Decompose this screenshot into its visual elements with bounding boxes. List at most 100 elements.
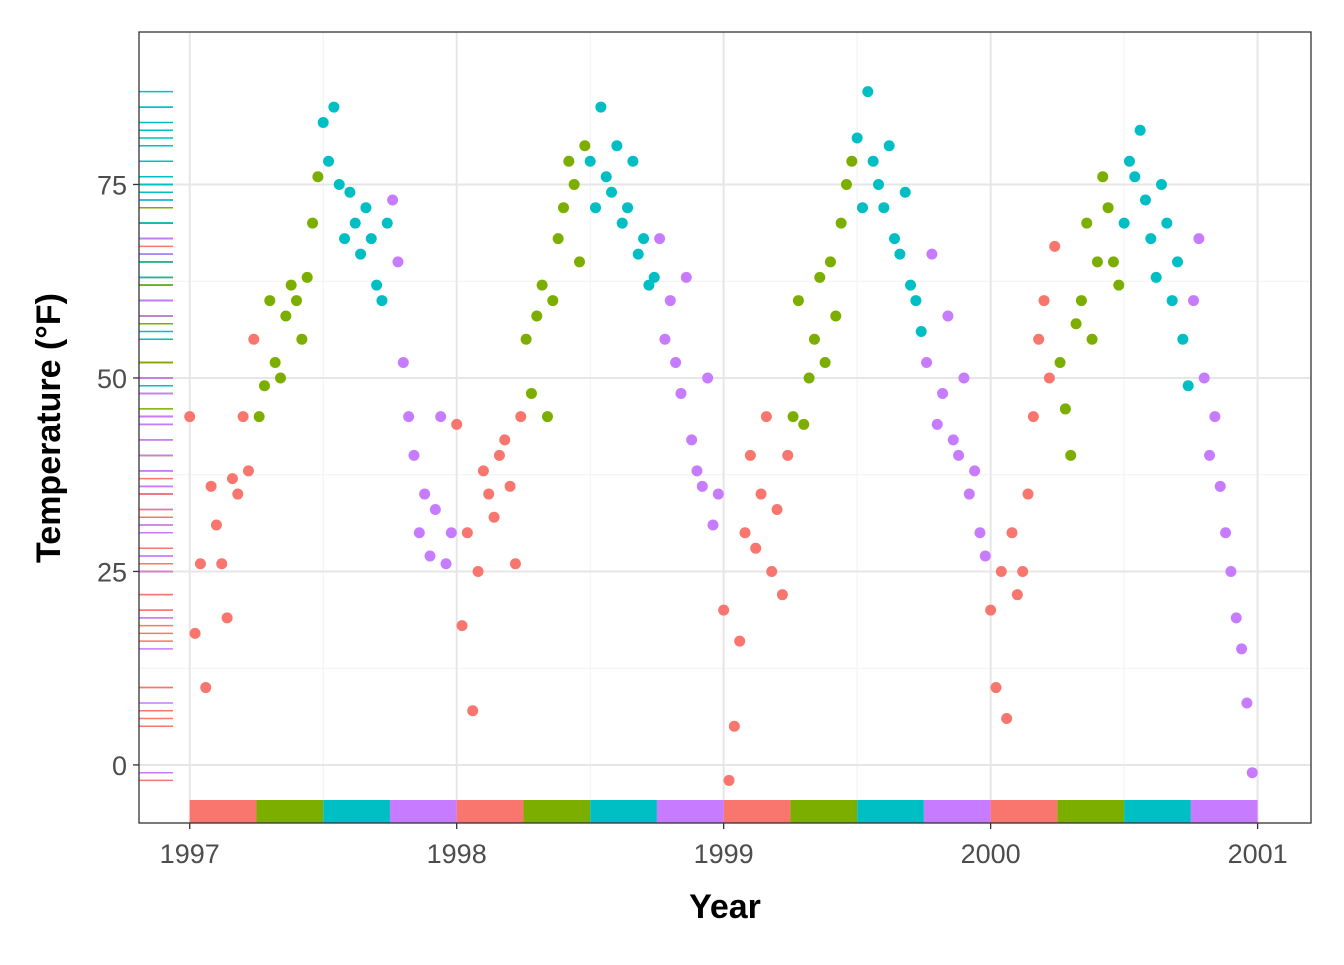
y-axis: 0 25 50 75 xyxy=(97,170,139,781)
data-point xyxy=(1177,333,1189,345)
data-point xyxy=(541,411,553,423)
data-point xyxy=(531,310,543,322)
data-point xyxy=(584,155,596,167)
data-point xyxy=(456,620,468,632)
data-point xyxy=(616,217,628,229)
data-point xyxy=(979,550,991,562)
y-tick-label: 25 xyxy=(97,557,127,587)
data-point xyxy=(803,372,815,384)
data-point xyxy=(953,449,965,461)
data-point xyxy=(862,86,874,98)
data-point xyxy=(648,271,660,283)
data-point xyxy=(846,155,858,167)
data-point xyxy=(1086,333,1098,345)
y-rug xyxy=(139,90,173,782)
data-point xyxy=(792,295,804,307)
data-point xyxy=(210,519,222,531)
data-point xyxy=(947,434,959,446)
data-point xyxy=(1118,217,1130,229)
data-point xyxy=(712,488,724,500)
season-tile xyxy=(389,800,457,823)
data-point xyxy=(1027,411,1039,423)
data-point xyxy=(1091,256,1103,268)
y-tick-label: 0 xyxy=(112,751,127,781)
data-point xyxy=(547,295,559,307)
data-point xyxy=(1198,372,1210,384)
data-point xyxy=(760,411,772,423)
data-point xyxy=(408,449,420,461)
x-tick-label: 1998 xyxy=(427,839,487,869)
data-point xyxy=(1204,449,1216,461)
data-point xyxy=(365,233,377,245)
data-point xyxy=(312,171,324,183)
season-tile xyxy=(189,800,257,823)
data-point xyxy=(1075,295,1087,307)
data-point xyxy=(718,604,730,616)
data-point xyxy=(905,279,917,291)
data-point xyxy=(627,155,639,167)
data-point xyxy=(1214,480,1226,492)
data-point xyxy=(328,101,340,113)
data-point xyxy=(1001,713,1013,725)
data-point xyxy=(445,527,457,539)
data-point xyxy=(333,178,345,190)
data-point xyxy=(659,333,671,345)
data-point xyxy=(1049,240,1061,252)
data-point xyxy=(1241,697,1253,709)
data-point xyxy=(1097,171,1109,183)
data-point xyxy=(232,488,244,500)
data-point xyxy=(787,411,799,423)
x-axis-title: Year xyxy=(689,888,761,926)
data-point xyxy=(376,295,388,307)
data-point xyxy=(424,550,436,562)
data-point xyxy=(242,465,254,477)
data-point xyxy=(216,558,228,570)
data-point xyxy=(184,411,196,423)
data-point xyxy=(419,488,431,500)
season-tile xyxy=(790,800,858,823)
y-axis-title: Temperature (°F) xyxy=(30,293,68,563)
data-point xyxy=(921,356,933,368)
data-point xyxy=(600,171,612,183)
data-point xyxy=(1043,372,1055,384)
data-point xyxy=(723,774,735,786)
data-point xyxy=(931,418,943,430)
data-point xyxy=(910,295,922,307)
data-point xyxy=(664,295,676,307)
panel-border xyxy=(138,31,1312,824)
data-point xyxy=(536,279,548,291)
data-point xyxy=(1220,527,1232,539)
data-point xyxy=(969,465,981,477)
data-point xyxy=(867,155,879,167)
data-point xyxy=(194,558,206,570)
data-point xyxy=(1059,403,1071,415)
season-tile xyxy=(1190,800,1258,823)
data-point xyxy=(403,411,415,423)
data-point xyxy=(776,589,788,601)
data-point xyxy=(840,178,852,190)
data-point xyxy=(856,202,868,214)
data-point xyxy=(798,418,810,430)
season-tile xyxy=(857,800,924,823)
data-point xyxy=(467,705,479,717)
data-point xyxy=(557,202,569,214)
data-point xyxy=(1070,318,1082,330)
data-point xyxy=(638,233,650,245)
season-tile xyxy=(456,800,524,823)
season-tile xyxy=(590,800,657,823)
gridlines xyxy=(139,32,1311,823)
data-point xyxy=(269,356,281,368)
data-point xyxy=(851,132,863,144)
data-point xyxy=(1246,767,1258,779)
data-point xyxy=(707,519,719,531)
data-point xyxy=(1172,256,1184,268)
data-point xyxy=(739,527,751,539)
data-point xyxy=(371,279,383,291)
data-point xyxy=(1129,171,1141,183)
data-point xyxy=(835,217,847,229)
data-point xyxy=(899,186,911,198)
data-point xyxy=(451,418,463,430)
data-point xyxy=(568,178,580,190)
data-point xyxy=(1011,589,1023,601)
data-point xyxy=(339,233,351,245)
